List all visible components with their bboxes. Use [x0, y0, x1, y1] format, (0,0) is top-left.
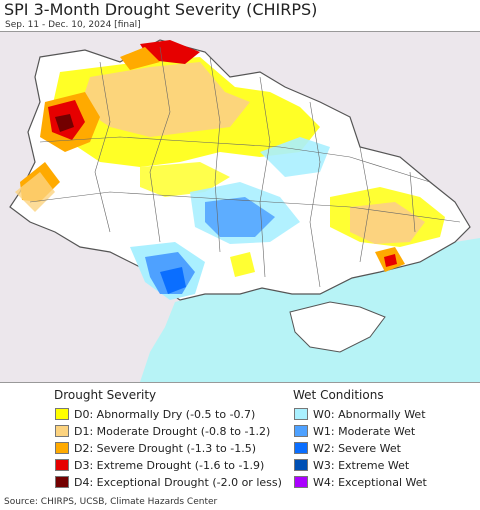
legend-swatch-w4 [294, 476, 308, 488]
legend-swatch-w3 [294, 459, 308, 471]
legend-item-w0: W0: Abnormally Wet [294, 407, 426, 421]
legend-label-w0: W0: Abnormally Wet [313, 407, 426, 421]
source-credit: Source: CHIRPS, UCSB, Climate Hazards Ce… [4, 497, 218, 507]
legend-label-w4: W4: Exceptional Wet [313, 475, 427, 489]
d4-northwest [55, 114, 74, 132]
legend-item-d3: D3: Extreme Drought (-1.6 to -1.9) [55, 458, 264, 472]
w1-central [205, 197, 275, 237]
legend-item-d4: D4: Exceptional Drought (-2.0 or less) [55, 475, 282, 489]
legend-item-w2: W2: Severe Wet [294, 441, 401, 455]
map-canvas [0, 32, 480, 382]
legend-label-d1: D1: Moderate Drought (-0.8 to -1.2) [74, 424, 271, 438]
legend-item-w4: W4: Exceptional Wet [294, 475, 427, 489]
legend-swatch-d2 [55, 442, 69, 454]
map-subtitle: Sep. 11 - Dec. 10, 2024 [final] [5, 20, 141, 30]
legend-item-d2: D2: Severe Drought (-1.3 to -1.5) [55, 441, 256, 455]
legend-swatch-w2 [294, 442, 308, 454]
legend-swatch-d3 [55, 459, 69, 471]
wet-legend-title: Wet Conditions [293, 388, 384, 402]
oblast-borders [29, 46, 461, 288]
legend-label-d2: D2: Severe Drought (-1.3 to -1.5) [74, 441, 257, 455]
crimea [289, 301, 386, 353]
legend-label-w2: W2: Severe Wet [313, 441, 401, 455]
legend-swatch-d4 [55, 476, 69, 488]
d3-east [384, 254, 397, 267]
w2-south [160, 267, 186, 294]
drought-map [0, 31, 480, 383]
legend-item-d0: D0: Abnormally Dry (-0.5 to -0.7) [55, 407, 255, 421]
legend-label-w1: W1: Moderate Wet [313, 424, 416, 438]
d1-east [350, 202, 425, 244]
drought-legend-title: Drought Severity [54, 388, 157, 402]
legend-swatch-d0 [55, 408, 69, 420]
legend-item-w1: W1: Moderate Wet [294, 424, 415, 438]
d1-north [80, 62, 250, 137]
legend-swatch-d1 [55, 425, 69, 437]
legend-swatch-w1 [294, 425, 308, 437]
legend-label-d4: D4: Exceptional Drought (-2.0 or less) [74, 475, 282, 489]
legend-label-d3: D3: Extreme Drought (-1.6 to -1.9) [74, 458, 265, 472]
d0-central [140, 162, 230, 197]
legend-swatch-w0 [294, 408, 308, 420]
d1-west [15, 172, 55, 212]
d2-north-border [120, 47, 160, 70]
legend-item-d1: D1: Moderate Drought (-0.8 to -1.2) [55, 424, 270, 438]
d0-south-central [230, 252, 255, 277]
legend-label-d0: D0: Abnormally Dry (-0.5 to -0.7) [74, 407, 256, 421]
legend-label-w3: W3: Extreme Wet [313, 458, 410, 472]
legend-item-w3: W3: Extreme Wet [294, 458, 409, 472]
map-title: SPI 3-Month Drought Severity (CHIRPS) [4, 0, 318, 19]
